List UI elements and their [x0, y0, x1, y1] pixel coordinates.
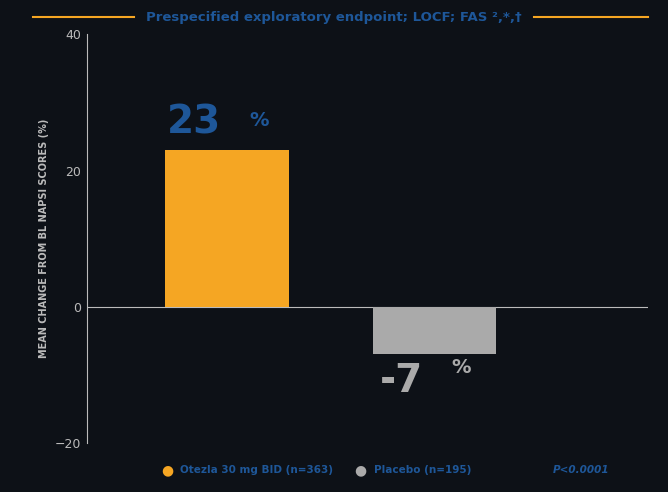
Text: ●: ●	[161, 463, 173, 477]
Text: Otezla 30 mg BID (n=363): Otezla 30 mg BID (n=363)	[180, 465, 333, 475]
Y-axis label: MEAN CHANGE FROM BL NAPSI SCORES (%): MEAN CHANGE FROM BL NAPSI SCORES (%)	[39, 119, 49, 358]
Text: Prespecified exploratory endpoint; LOCF; FAS ²,*,†: Prespecified exploratory endpoint; LOCF;…	[146, 11, 522, 24]
Text: P<0.0001: P<0.0001	[553, 465, 609, 475]
Bar	[373, 307, 496, 354]
Text: ●: ●	[355, 463, 367, 477]
Text: Placebo (n=195): Placebo (n=195)	[374, 465, 472, 475]
Text: %: %	[452, 358, 471, 377]
Bar	[166, 150, 289, 307]
Text: -7: -7	[380, 363, 424, 400]
Text: 23: 23	[167, 104, 222, 142]
Text: %: %	[250, 111, 269, 130]
